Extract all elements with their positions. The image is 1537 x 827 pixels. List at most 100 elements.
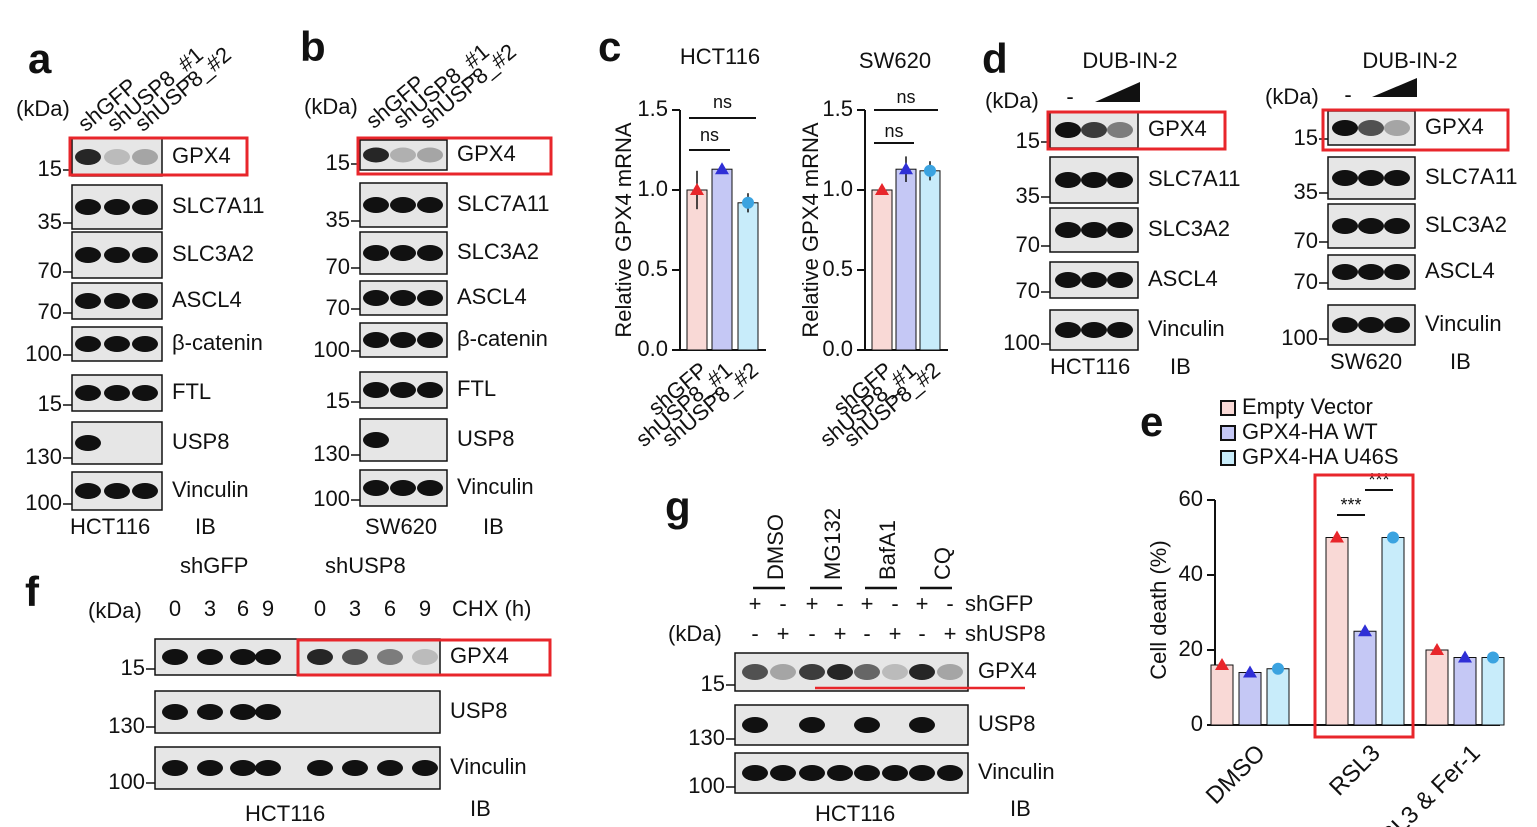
- control-label: -: [1066, 84, 1073, 109]
- protein-label: β-catenin: [457, 326, 548, 351]
- protein-label: GPX4: [450, 643, 509, 668]
- ib-label: IB: [1010, 796, 1031, 821]
- band: [132, 385, 158, 401]
- band: [75, 247, 101, 263]
- bar: [1238, 672, 1262, 726]
- data-point: [715, 162, 729, 175]
- protein-label: SLC3A2: [457, 239, 539, 264]
- band: [1081, 172, 1107, 188]
- marker-label: 15: [326, 150, 350, 175]
- band: [1384, 317, 1410, 333]
- protein-label: SLC3A2: [172, 241, 254, 266]
- legend-swatch: [1220, 400, 1236, 416]
- band: [255, 704, 281, 720]
- band: [1332, 317, 1358, 333]
- band: [770, 765, 796, 781]
- group-label: shUSP8: [325, 553, 406, 578]
- chart-title: HCT116: [680, 44, 760, 69]
- kda-label: (kDa): [88, 598, 142, 623]
- band: [363, 197, 389, 213]
- band: [390, 290, 416, 306]
- treatment-label: BafA1: [875, 520, 900, 580]
- treatment-label: CQ: [930, 547, 955, 580]
- marker-label: 15: [326, 388, 350, 413]
- y-axis-label: Relative GPX4 mRNA: [611, 122, 636, 338]
- chart-title: SW620: [859, 48, 931, 73]
- band: [1107, 122, 1133, 138]
- marker-label: 15: [38, 156, 62, 181]
- marker-label: 100: [313, 486, 350, 511]
- legend-label: GPX4-HA WT: [1242, 419, 1378, 444]
- time-label: 3: [349, 596, 361, 621]
- band: [104, 293, 130, 309]
- panel-label: a: [28, 35, 52, 82]
- protein-label: SLC7A11: [1425, 164, 1518, 189]
- band: [417, 332, 443, 348]
- protein-label: USP8: [978, 711, 1035, 736]
- band: [307, 649, 333, 665]
- panel-label: e: [1140, 398, 1163, 445]
- bar: [686, 189, 708, 351]
- band: [197, 704, 223, 720]
- bar: [895, 168, 917, 351]
- ib-label: IB: [483, 514, 504, 539]
- time-label: 9: [419, 596, 431, 621]
- band: [363, 147, 389, 163]
- protein-label: β-catenin: [172, 330, 263, 355]
- y-tick-label: 1.5: [637, 96, 668, 121]
- protein-label: ASCL4: [457, 284, 527, 309]
- band: [342, 649, 368, 665]
- marker-label: 100: [1003, 330, 1040, 355]
- band: [937, 765, 963, 781]
- marker-label: 70: [1294, 269, 1318, 294]
- band: [417, 245, 443, 261]
- y-tick-label: 0.5: [822, 256, 853, 281]
- y-tick-label: 0.5: [637, 256, 668, 281]
- bar: [1481, 657, 1505, 726]
- band: [1107, 222, 1133, 238]
- band: [1384, 264, 1410, 280]
- significance-label: ns: [896, 87, 915, 107]
- y-tick-label: 40: [1179, 561, 1203, 586]
- band: [827, 765, 853, 781]
- band: [1358, 317, 1384, 333]
- band: [1332, 264, 1358, 280]
- band: [882, 765, 908, 781]
- data-point: [1387, 531, 1399, 544]
- condition-sign: +: [861, 591, 874, 616]
- protein-label: USP8: [450, 698, 507, 723]
- data-point: [1487, 651, 1499, 664]
- band: [417, 382, 443, 398]
- panel-label: b: [300, 23, 326, 70]
- band: [390, 197, 416, 213]
- condition-sign: -: [918, 621, 925, 646]
- band: [1358, 120, 1384, 136]
- dose-triangle: [1095, 82, 1140, 102]
- condition-sign: -: [779, 591, 786, 616]
- time-label: 0: [169, 596, 181, 621]
- band: [363, 480, 389, 496]
- highlight-box: [356, 136, 553, 176]
- ib-label: IB: [195, 514, 216, 539]
- protein-label: ASCL4: [1425, 258, 1495, 283]
- band: [132, 336, 158, 352]
- band: [230, 649, 256, 665]
- data-point: [742, 196, 754, 209]
- y-tick-label: 0.0: [822, 336, 853, 361]
- band: [412, 649, 438, 665]
- protein-label: Vinculin: [1148, 316, 1225, 341]
- y-tick-label: 0.0: [637, 336, 668, 361]
- marker-label: 100: [108, 769, 145, 794]
- marker-label: 70: [326, 295, 350, 320]
- band: [132, 247, 158, 263]
- marker-label: 15: [1294, 125, 1318, 150]
- condition-sign: +: [777, 621, 790, 646]
- band: [104, 336, 130, 352]
- y-tick-label: 1.5: [822, 96, 853, 121]
- band: [255, 649, 281, 665]
- band: [742, 765, 768, 781]
- marker-label: 100: [688, 773, 725, 798]
- band: [390, 332, 416, 348]
- band: [75, 435, 101, 451]
